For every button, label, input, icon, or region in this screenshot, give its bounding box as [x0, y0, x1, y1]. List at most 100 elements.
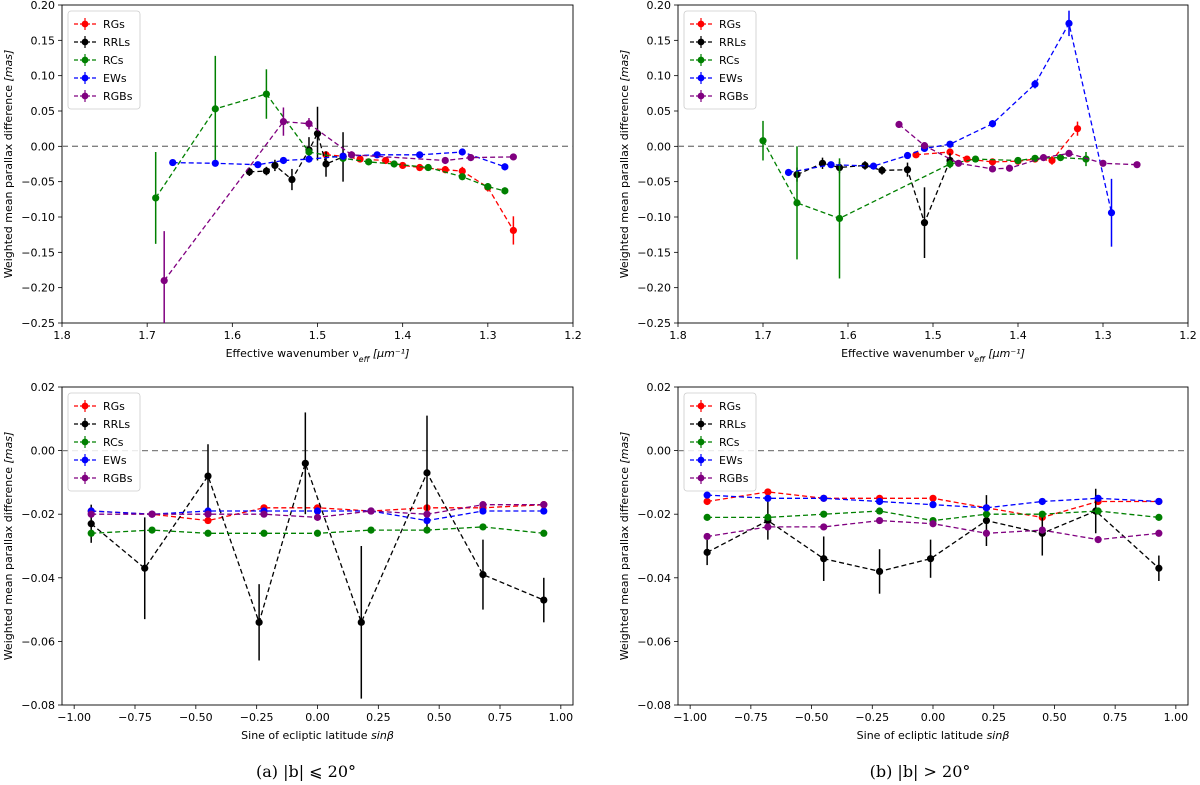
series-line — [788, 21, 1113, 213]
x-tick-label: −0.75 — [734, 711, 768, 724]
data-point — [929, 520, 937, 528]
data-point — [946, 160, 954, 168]
data-point — [920, 142, 929, 150]
data-point — [1094, 536, 1102, 544]
plot-area — [678, 449, 1188, 594]
data-point — [148, 526, 156, 534]
data-point — [1155, 564, 1163, 572]
data-point — [484, 183, 492, 191]
chart-panel-b-bottom: −1.00 −0.75 −0.50 −0.25 0.00 0.25 0.50 0.75 1.00… — [618, 381, 1189, 742]
x-axis-label: Effective wavenumber νeff [μm⁻¹] — [841, 347, 1025, 364]
data-point — [818, 159, 827, 167]
data-point — [87, 510, 95, 518]
y-tick-label: 0.05 — [31, 105, 56, 118]
x-tick-label: 1.4 — [394, 329, 412, 342]
x-tick-label: 1.3 — [479, 329, 497, 342]
data-point — [703, 491, 711, 499]
x-tick-label: −0.25 — [855, 711, 889, 724]
data-point — [861, 161, 869, 170]
caption-b: (b) |b| > 20° — [870, 762, 971, 781]
y-tick-label: 0.10 — [31, 70, 56, 83]
data-point — [540, 507, 548, 515]
y-axis-label: Weighted mean parallax difference [mas] — [618, 432, 631, 661]
legend-label-EWs: EWs — [719, 454, 743, 467]
x-tick-label: −1.00 — [673, 711, 707, 724]
series-EWs — [784, 10, 1116, 247]
y-tick-label: −0.20 — [21, 282, 55, 295]
series-line — [163, 120, 514, 281]
data-point — [305, 120, 313, 128]
data-point — [367, 526, 375, 534]
y-tick-label: 0.05 — [647, 105, 672, 118]
data-point — [875, 516, 884, 525]
y-tick-label: −0.04 — [21, 572, 55, 585]
y-tick-label: −0.15 — [637, 246, 671, 259]
data-point — [347, 151, 356, 159]
data-point — [982, 510, 991, 518]
series-RRLs — [87, 412, 548, 699]
data-point — [288, 175, 296, 184]
data-point — [373, 151, 381, 159]
series-RGBs — [895, 120, 1141, 173]
x-tick-label: 1.00 — [1164, 711, 1189, 724]
data-point — [703, 532, 711, 541]
data-point — [820, 510, 828, 518]
legend-label-RGBs: RGBs — [103, 472, 133, 485]
data-point — [1065, 149, 1073, 157]
data-point — [703, 497, 711, 506]
y-axis-label: Weighted mean parallax difference [mas] — [2, 50, 15, 279]
y-tick-label: 0.20 — [31, 0, 56, 12]
data-point — [875, 567, 884, 576]
legend-label-EWs: EWs — [719, 72, 743, 85]
data-point — [988, 165, 997, 173]
legend-label-RCs: RCs — [719, 436, 740, 449]
data-point — [963, 155, 971, 163]
legend: RGs RRLs RCs EWs RGBs — [683, 10, 757, 110]
data-point — [1073, 125, 1082, 133]
data-point — [458, 167, 466, 175]
x-axis-label: Sine of ecliptic latitude sinβ — [857, 729, 1010, 742]
y-tick-label: −0.10 — [21, 211, 55, 224]
data-point — [929, 494, 937, 502]
data-point — [357, 618, 365, 626]
x-tick-label: −0.25 — [240, 711, 274, 724]
legend-box — [683, 392, 757, 492]
legend-label-RCs: RCs — [103, 54, 124, 67]
y-tick-label: −0.08 — [637, 699, 671, 712]
data-point — [501, 187, 509, 195]
data-point — [279, 156, 288, 165]
y-tick-label: 0.00 — [647, 445, 672, 458]
x-tick-label: 1.8 — [669, 329, 687, 342]
data-point — [390, 160, 398, 168]
data-point — [820, 555, 828, 563]
x-tick-label: 1.5 — [924, 329, 942, 342]
legend-label-EWs: EWs — [103, 72, 127, 85]
series-RGBs — [160, 107, 517, 323]
data-point — [458, 148, 466, 156]
data-point — [764, 488, 772, 496]
legend-label-RGs: RGs — [103, 18, 125, 31]
legend: RGs RRLs RCs EWs RGBs — [683, 392, 757, 492]
data-point — [204, 510, 212, 518]
data-point — [1039, 154, 1048, 162]
data-point — [211, 159, 219, 167]
legend-label-EWs: EWs — [103, 454, 127, 467]
data-point — [301, 459, 309, 467]
data-point — [835, 214, 844, 223]
x-tick-label: 1.2 — [564, 329, 582, 342]
data-point — [204, 472, 212, 480]
data-point — [1038, 497, 1046, 506]
legend-label-RGs: RGs — [719, 18, 741, 31]
data-point — [982, 516, 991, 525]
data-point — [1065, 19, 1073, 27]
x-tick-label: −0.50 — [179, 711, 213, 724]
series-RCs — [152, 55, 509, 244]
data-point — [322, 160, 330, 168]
chart-panel-a-top: 1.8 1.7 1.6 1.5 1.4 1.3 1.2 0.20 0.15 0.10 0.05 0.0… — [2, 0, 582, 364]
legend-label-RGBs: RGBs — [719, 90, 749, 103]
series-RGBs — [87, 501, 548, 521]
data-point — [399, 161, 407, 170]
series-RGBs — [703, 516, 1163, 544]
data-point — [764, 494, 772, 502]
